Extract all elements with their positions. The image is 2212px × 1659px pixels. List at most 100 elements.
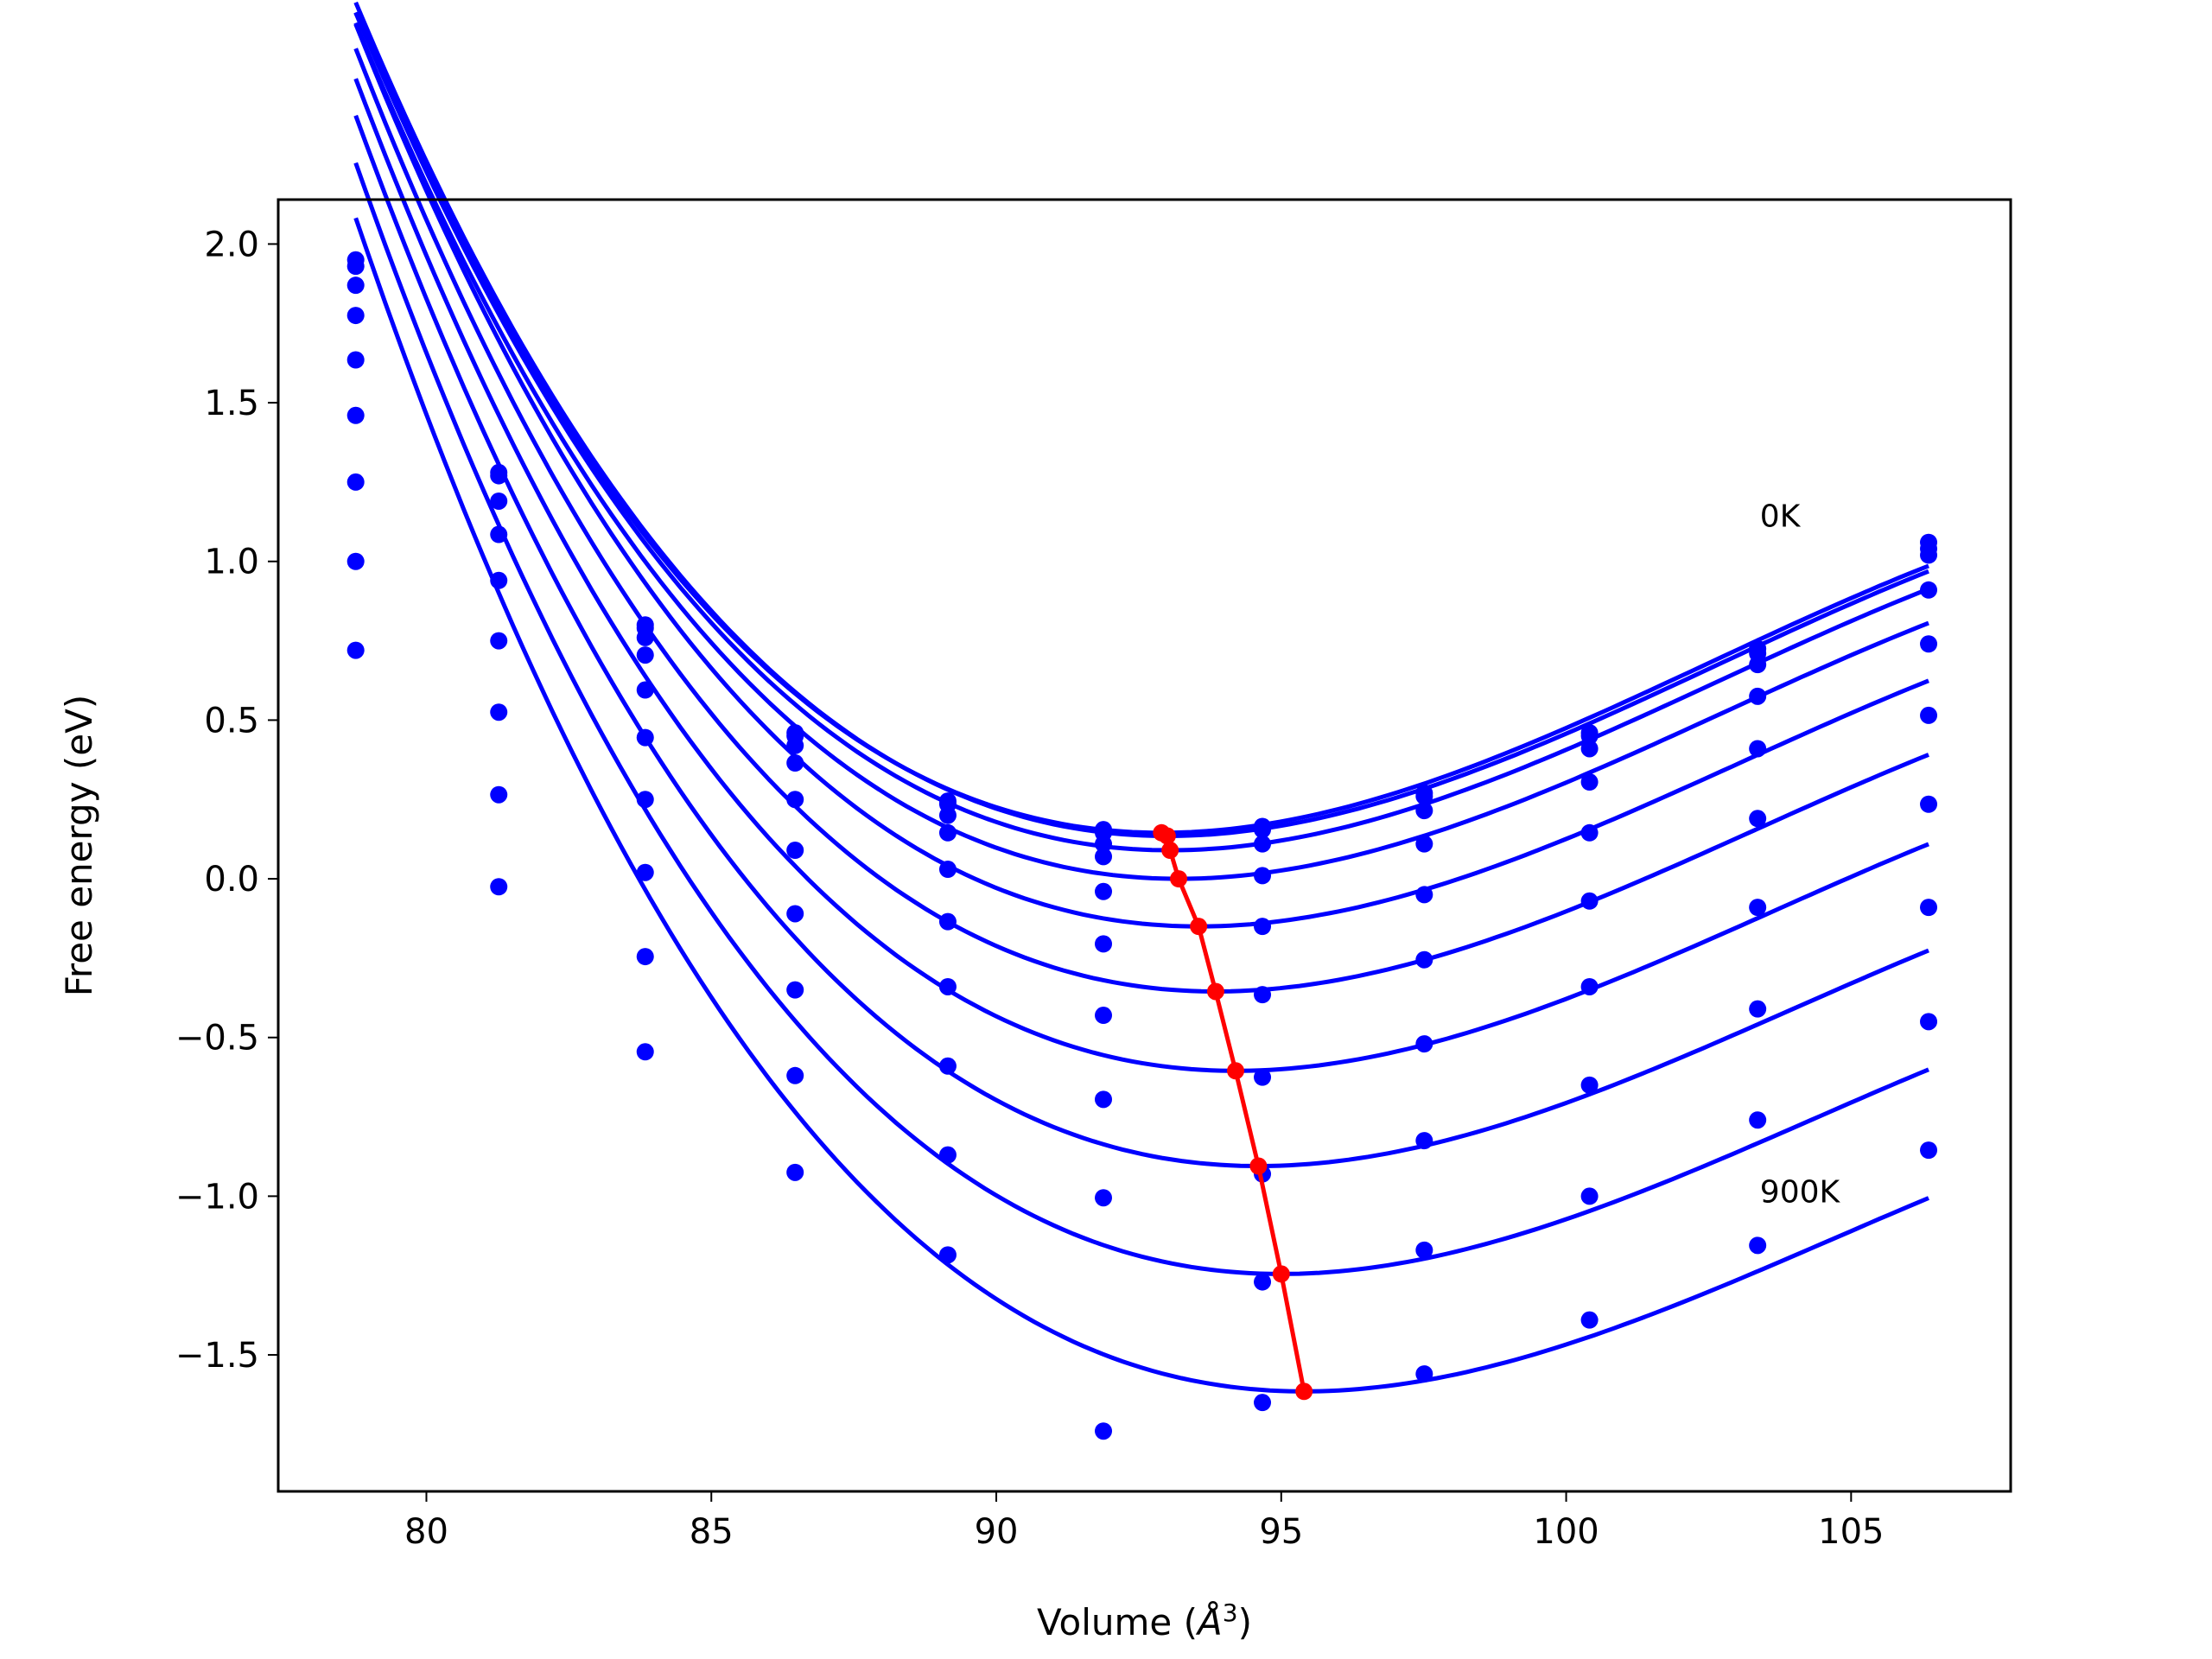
data-point	[1095, 1189, 1113, 1207]
x-axis-title-superscript: 3	[1223, 1599, 1238, 1627]
x-axis-title-close: )	[1238, 1601, 1252, 1643]
fit-curve	[353, 48, 1929, 994]
data-point	[1415, 1365, 1433, 1383]
data-point	[1580, 823, 1599, 842]
data-point	[1749, 1000, 1767, 1018]
data-point	[1415, 950, 1433, 969]
annotations: 0K 900K	[1760, 499, 1841, 1210]
data-point	[1580, 740, 1599, 758]
data-point	[1095, 1007, 1113, 1025]
data-point	[938, 977, 957, 995]
y-tick-label: 2.0	[204, 225, 259, 264]
minimum-point	[1170, 870, 1188, 888]
x-tick-label: 90	[975, 1512, 1019, 1552]
data-point	[1095, 882, 1113, 900]
x-axis-title-main: Volume (	[1037, 1601, 1198, 1643]
data-point	[636, 791, 654, 809]
data-point	[1254, 1068, 1272, 1086]
data-point	[938, 1246, 957, 1264]
minimum-point	[1206, 982, 1224, 1001]
data-point	[636, 646, 654, 664]
data-point	[636, 863, 654, 881]
data-point	[1920, 635, 1938, 653]
data-point	[1095, 1422, 1113, 1440]
fit-curve	[353, 11, 1929, 853]
x-tick-label: 85	[690, 1512, 734, 1552]
data-point	[1580, 1311, 1599, 1329]
data-point	[346, 351, 365, 369]
data-point	[1415, 835, 1433, 853]
data-point	[636, 628, 654, 646]
x-tick-label: 100	[1533, 1512, 1599, 1552]
data-point	[1580, 727, 1599, 745]
data-point	[1415, 1241, 1433, 1259]
fit-curve	[353, 22, 1929, 881]
data-point	[346, 276, 365, 295]
x-tick-label: 80	[404, 1512, 448, 1552]
data-point	[786, 1066, 804, 1084]
fit-curve	[353, 217, 1929, 1394]
x-axis: 80 85 90 95 100 105	[404, 1491, 1885, 1552]
y-tick-label: 0.0	[204, 860, 259, 899]
y-tick-label: −0.5	[175, 1019, 259, 1058]
data-point	[938, 912, 957, 931]
data-point	[1580, 977, 1599, 995]
fit-curve	[353, 78, 1929, 1073]
data-point	[1095, 935, 1113, 953]
data-point	[636, 681, 654, 699]
data-point	[1920, 899, 1938, 917]
data-point	[786, 981, 804, 999]
data-point	[938, 861, 957, 879]
x-tick-label: 105	[1818, 1512, 1884, 1552]
data-point	[1749, 740, 1767, 758]
y-tick-label: −1.5	[175, 1336, 259, 1376]
data-point	[490, 571, 508, 589]
data-point	[1415, 1035, 1433, 1053]
data-point	[346, 307, 365, 325]
data-point	[1095, 1090, 1113, 1109]
data-point	[1920, 1013, 1938, 1031]
data-point	[1254, 1273, 1272, 1291]
data-point	[490, 785, 508, 804]
data-point	[938, 1057, 957, 1075]
data-point	[786, 842, 804, 860]
axes-frame	[276, 198, 2012, 1493]
data-point	[938, 823, 957, 842]
fit-curve	[353, 162, 1929, 1276]
x-axis-title: Volume (Å3)	[1037, 1599, 1252, 1644]
data-point	[1254, 867, 1272, 885]
data-point	[346, 406, 365, 424]
data-point	[1415, 886, 1433, 904]
data-point	[1580, 1076, 1599, 1094]
data-point	[490, 703, 508, 721]
data-point	[490, 632, 508, 650]
fit-curve	[353, 22, 1929, 929]
data-point	[1095, 848, 1113, 866]
data-point	[1580, 892, 1599, 910]
y-tick-label: 1.5	[204, 384, 259, 423]
data-point	[346, 257, 365, 276]
minimum-point	[1249, 1157, 1268, 1175]
minimum-point	[1272, 1265, 1290, 1283]
data-point	[1580, 1187, 1599, 1205]
curve-annotation: 0K	[1760, 499, 1802, 534]
data-point	[1749, 656, 1767, 674]
data-point	[938, 806, 957, 824]
data-point	[1920, 706, 1938, 724]
minimum-point	[1227, 1062, 1245, 1080]
data-point	[1920, 581, 1938, 599]
data-point	[490, 525, 508, 543]
y-tick-label: 1.0	[204, 543, 259, 582]
data-point	[636, 948, 654, 966]
data-point	[490, 492, 508, 510]
data-point	[1415, 787, 1433, 805]
data-point	[786, 736, 804, 754]
data-point	[938, 1146, 957, 1164]
data-point	[1095, 835, 1113, 853]
data-point	[1749, 899, 1767, 917]
data-point	[346, 473, 365, 491]
y-tick-label: −1.0	[175, 1177, 259, 1217]
data-point	[786, 1163, 804, 1181]
data-point	[346, 641, 365, 659]
